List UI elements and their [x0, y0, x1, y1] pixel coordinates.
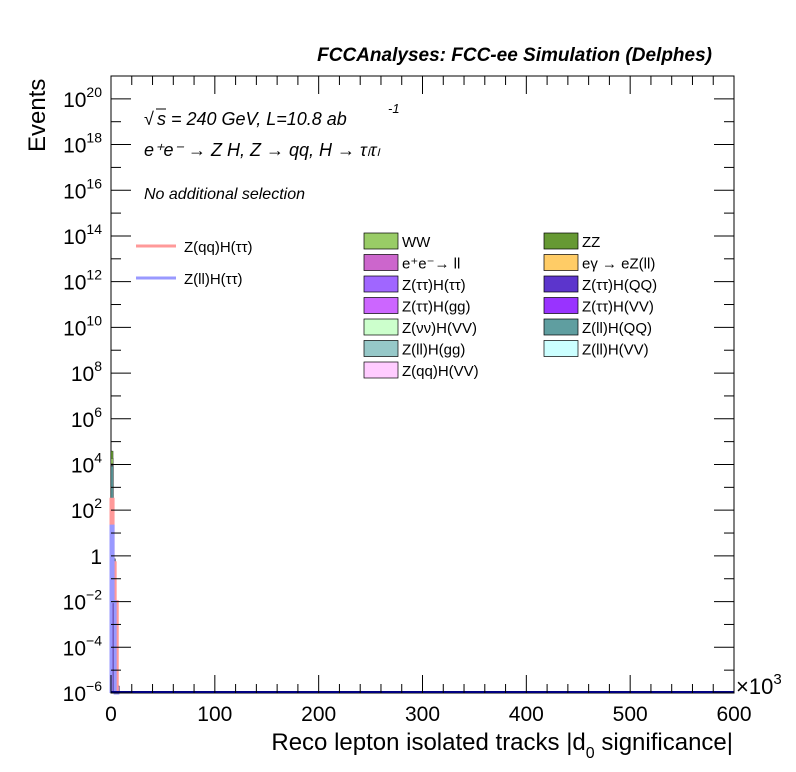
legend-swatch	[543, 297, 579, 314]
legend-swatch	[543, 254, 579, 271]
y-tick-label: 1	[90, 546, 102, 569]
legend-label: eγ → eZ(ll)	[582, 256, 655, 273]
signal-line-0	[109, 497, 120, 695]
x-multiplier: ×103	[736, 671, 782, 699]
selection-annotation: No additional selection	[144, 186, 305, 203]
legend-label: Z(νν)H(VV)	[402, 320, 477, 337]
y-tick-label: 10−2	[63, 587, 103, 615]
y-tick-label: 108	[71, 358, 102, 386]
legend-background: WW e⁺e⁻→ ll Z(ττ)H(ττ) Z(ττ)H(gg) Z(νν)H(VV)…	[363, 232, 657, 380]
legend-signal-label: Z(qq)H(ττ)	[184, 239, 253, 256]
legend-label: WW	[402, 234, 431, 251]
legend-swatch	[363, 340, 399, 357]
energy-annotation: √ s = 240 GeV, L=10.8 ab -1	[144, 101, 400, 129]
y-tick-label: 10−6	[63, 678, 103, 706]
legend-label: Z(ll)H(gg)	[402, 342, 465, 359]
y-tick-label: 106	[71, 404, 102, 432]
legend-swatch	[363, 297, 399, 314]
x-multiplier-base: ×10	[736, 674, 773, 699]
legend-swatch	[363, 318, 399, 336]
x-tick-label: 600	[716, 703, 751, 726]
legend-swatch	[543, 318, 579, 336]
y-tick-label: 1016	[63, 175, 102, 203]
y-tick-label: 10−4	[63, 632, 103, 660]
y-tick-label: 1018	[63, 130, 102, 158]
sqrt-symbol: √	[144, 109, 154, 129]
x-tick-label: 300	[405, 703, 440, 726]
chart-title: FCCAnalyses: FCC-ee Simulation (Delphes)	[317, 45, 712, 66]
x-tick-label: 500	[613, 703, 648, 726]
legend-swatch	[363, 361, 399, 379]
x-tick-label: 200	[301, 703, 336, 726]
legend-label: Z(ττ)H(VV)	[582, 299, 654, 316]
legend-swatch	[543, 275, 579, 293]
legend-swatch	[363, 232, 399, 250]
legend-swatch	[543, 340, 579, 357]
svg-text:s = 240 GeV, L=10.8 ab: s = 240 GeV, L=10.8 ab	[157, 109, 347, 129]
y-axis-title: Events	[24, 79, 51, 152]
x-axis-title-main: Reco lepton isolated tracks |d	[271, 729, 585, 756]
sqrt-s-label: s	[157, 109, 166, 129]
legend-swatch	[363, 275, 399, 293]
lumi-exponent: -1	[388, 101, 400, 116]
legend-signal: Z(qq)H(ττ) Z(ll)H(ττ)	[136, 239, 253, 288]
legend-label: e⁺e⁻→ ll	[402, 256, 460, 273]
legend-swatch	[543, 232, 579, 250]
legend-label: Z(ll)H(QQ)	[582, 320, 652, 337]
y-tick-label: 1012	[63, 267, 102, 295]
x-tick-label: 0	[105, 703, 117, 726]
energy-lumi-label: = 240 GeV, L=10.8 ab	[166, 109, 347, 129]
x-tick-label: 100	[197, 703, 232, 726]
process-annotation: e⁺e⁻ → Z H, Z → qq, H → τₗτₗ	[144, 140, 381, 160]
legend-label: Z(ττ)H(ττ)	[402, 277, 466, 294]
legend-label: ZZ	[582, 234, 600, 251]
y-tick-label: 1020	[63, 84, 102, 112]
y-tick-label: 1010	[63, 312, 102, 340]
x-axis-title-suffix: significance|	[595, 729, 733, 756]
x-axis-title: Reco lepton isolated tracks |d0 signific…	[271, 729, 733, 762]
y-tick-label: 104	[71, 449, 102, 477]
legend-swatch	[363, 254, 399, 271]
legend-label: Z(qq)H(VV)	[402, 363, 479, 380]
legend-signal-label: Z(ll)H(ττ)	[184, 271, 243, 288]
x-tick-label: 400	[509, 703, 544, 726]
x-multiplier-exp: 3	[773, 671, 781, 688]
y-tick-label: 102	[71, 495, 102, 523]
y-tick-label: 1014	[63, 221, 102, 249]
legend-label: Z(ττ)H(QQ)	[582, 277, 657, 294]
axes: 0 100 200 300 400 500 600 10−6 10−4 10−2 1 102 104 10…	[63, 75, 752, 726]
legend-label: Z(ll)H(VV)	[582, 342, 649, 359]
legend-label: Z(ττ)H(gg)	[402, 299, 471, 316]
x-axis-title-sub: 0	[586, 745, 595, 762]
